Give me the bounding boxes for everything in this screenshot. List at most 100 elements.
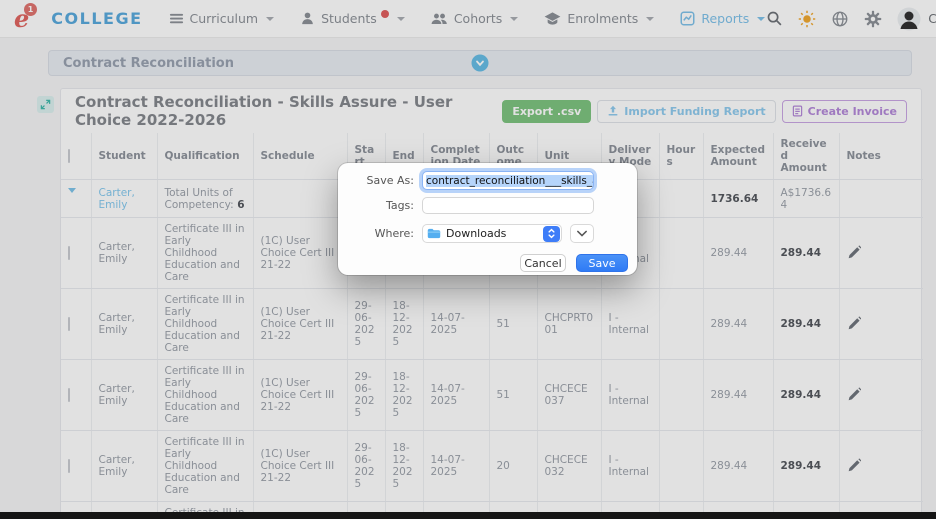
cell-student: Carter, Emily [91, 359, 158, 431]
cell-unit: CHCECE032 [537, 430, 602, 502]
main-nav: Curriculum Students Cohorts Enrolments [169, 9, 766, 26]
cell-unit: CHCPRT001 [537, 288, 602, 360]
cell-hours [659, 430, 704, 502]
cell-qualification: Certificate III in Early Childhood Educa… [157, 288, 254, 360]
chevron-down-icon [266, 16, 275, 21]
avatar [897, 7, 921, 30]
edit-note-icon[interactable] [847, 315, 862, 333]
cancel-button[interactable]: Cancel [520, 254, 566, 272]
col-student: Student [91, 133, 158, 180]
chevron-down-icon [476, 60, 484, 67]
chevron-down-icon [757, 16, 766, 21]
contract-reconciliation-accordion[interactable]: Contract Reconciliation [48, 50, 912, 76]
filename-input[interactable]: contract_reconciliation___skills_ass [422, 171, 594, 190]
logo-notification-badge: 1 [24, 2, 37, 16]
panel-actions: Export .csv Import Funding Report Create… [502, 99, 907, 123]
table-row: Carter, Emily Certificate III in Early C… [61, 359, 923, 431]
app-logo[interactable]: e 1 [12, 2, 37, 34]
col-notes: Notes [839, 133, 923, 180]
cell-unit: CHCECE037 [537, 359, 602, 431]
save-as-label: Save As: [366, 174, 414, 187]
student-link[interactable]: Carter, Emily [98, 186, 135, 211]
row-checkbox[interactable] [68, 388, 70, 402]
cell-expected: 289.44 [703, 288, 774, 360]
theme-sun-icon[interactable] [798, 10, 816, 28]
save-file-dialog: Save As: contract_reconciliation___skill… [338, 163, 637, 275]
menu-icon [169, 13, 183, 24]
page-title: Contract Reconciliation - Skills Assure … [75, 93, 453, 129]
nav-curriculum[interactable]: Curriculum [169, 11, 275, 26]
cell-completion: 14-07-2025 [423, 359, 490, 431]
language-globe-icon[interactable] [831, 10, 849, 28]
person-icon [302, 12, 313, 25]
row-checkbox[interactable] [68, 459, 70, 473]
chevron-down-icon [646, 16, 655, 21]
col-hours: Hours [659, 133, 704, 180]
expand-panel-button[interactable] [37, 96, 54, 113]
panel-header: Contract Reconciliation - Skills Assure … [61, 89, 921, 133]
nav-reports[interactable]: Reports [680, 11, 766, 26]
people-icon [431, 13, 447, 24]
cell-start: 29-06-2025 [347, 359, 386, 431]
expected-total: 1736.64 [703, 179, 774, 218]
cell-expected: 289.44 [703, 430, 774, 502]
select-all-checkbox[interactable] [68, 149, 70, 163]
chevron-down-icon [510, 16, 519, 21]
cell-end: 18-12-2025 [385, 359, 424, 431]
cell-student: Carter, Emily [91, 430, 158, 502]
edit-note-icon[interactable] [847, 386, 862, 404]
where-dropdown[interactable]: Downloads [422, 224, 562, 243]
cell-qualification: Certificate III in Early Childhood Educa… [157, 217, 254, 289]
save-label: Save [588, 256, 616, 270]
invoice-icon [792, 105, 802, 117]
search-icon[interactable] [765, 10, 783, 28]
nav-label: Enrolments [567, 11, 639, 26]
nav-label: Reports [701, 11, 750, 26]
cell-end: 18-12-2025 [385, 430, 424, 502]
accordion-toggle-button[interactable] [471, 54, 489, 72]
brand-name[interactable]: COLLEGE [51, 9, 143, 28]
cell-hours [659, 288, 704, 360]
edit-note-icon[interactable] [847, 244, 862, 262]
folder-icon [427, 228, 441, 239]
cell-outcome: 51 [489, 359, 538, 431]
expand-dialog-button[interactable] [570, 224, 594, 243]
cell-received: 289.44 [773, 430, 840, 502]
cell-start: 29-06-2025 [347, 288, 386, 360]
row-checkbox[interactable] [68, 317, 70, 331]
user-menu[interactable]: Carol [897, 7, 936, 31]
graduation-cap-icon [544, 12, 561, 25]
accordion-title: Contract Reconciliation [63, 55, 234, 71]
row-checkbox[interactable] [68, 246, 70, 260]
cell-student: Carter, Emily [91, 217, 158, 289]
nav-cohorts[interactable]: Cohorts [431, 11, 519, 26]
cell-outcome: 51 [489, 288, 538, 360]
table-row: Carter, Emily Certificate III in Early C… [61, 430, 923, 502]
import-label: Import Funding Report [624, 104, 766, 118]
settings-gear-icon[interactable] [864, 10, 882, 28]
cell-outcome: 20 [489, 430, 538, 502]
col-expected-amount: Expected Amount [703, 133, 774, 180]
cell-schedule: (1C) User Choice Cert III 21-22 [253, 288, 348, 360]
cell-received: 289.44 [773, 288, 840, 360]
total-units-label: Total Units of Competency: [164, 186, 234, 211]
export-csv-button[interactable]: Export .csv [502, 99, 592, 123]
edit-note-icon[interactable] [847, 457, 862, 475]
where-label: Where: [374, 227, 414, 240]
import-funding-report-button[interactable]: Import Funding Report [597, 99, 776, 123]
nav-students[interactable]: Students [300, 9, 405, 26]
invoice-label: Create Invoice [807, 104, 897, 118]
tags-input[interactable] [422, 197, 594, 214]
upload-icon [608, 105, 618, 116]
create-invoice-button[interactable]: Create Invoice [781, 99, 907, 123]
cancel-label: Cancel [524, 256, 562, 270]
save-button[interactable]: Save [576, 254, 628, 272]
chevron-down-icon [577, 230, 587, 237]
cell-expected: 289.44 [703, 217, 774, 289]
cell-student: Carter, Emily [91, 288, 158, 360]
nav-enrolments[interactable]: Enrolments [544, 11, 655, 26]
filename-value: contract_reconciliation___skills_ass [426, 174, 593, 187]
reconciliation-table: Student Qualification Schedule Start End… [61, 133, 923, 519]
nav-label: Cohorts [453, 11, 503, 26]
